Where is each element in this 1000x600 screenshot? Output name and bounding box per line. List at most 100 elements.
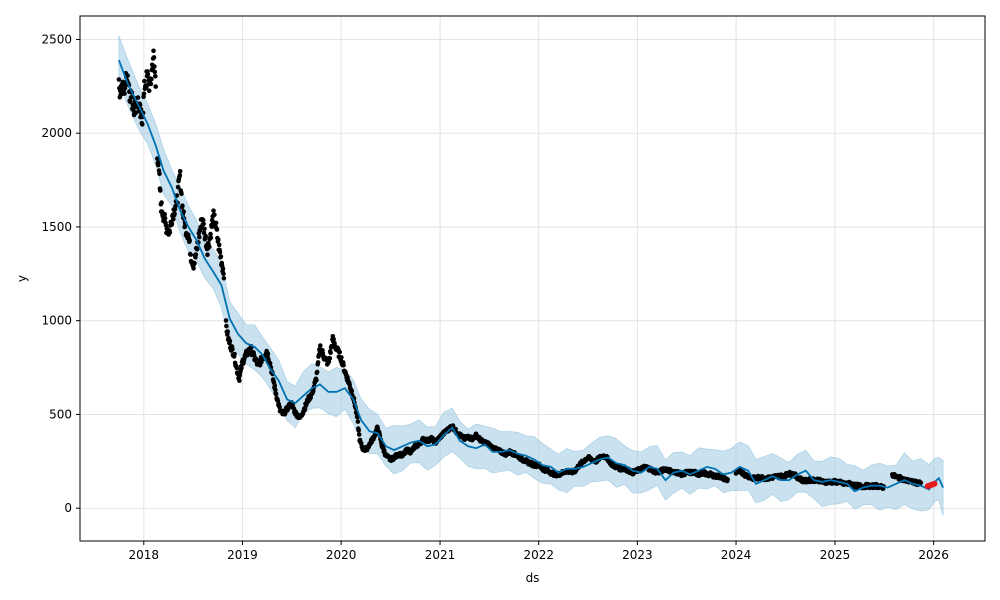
observed-point <box>181 209 186 214</box>
observed-point <box>239 365 244 371</box>
y-tick-label: 0 <box>64 501 72 515</box>
observed-point <box>314 378 319 383</box>
observed-point <box>232 351 237 357</box>
observed-point <box>122 91 127 96</box>
observed-point <box>265 351 271 357</box>
observed-point <box>212 212 217 218</box>
observed-point <box>129 95 134 100</box>
y-tick-label: 1000 <box>41 314 72 328</box>
observed-point <box>159 200 164 205</box>
y-tick-label: 2000 <box>41 126 72 140</box>
observed-point <box>152 64 157 69</box>
observed-point <box>191 266 196 271</box>
observed-point <box>230 346 235 352</box>
observed-point <box>135 95 141 100</box>
observed-point <box>142 78 147 84</box>
observed-point <box>145 72 151 77</box>
observed-point <box>327 356 333 361</box>
observed-point <box>169 221 175 226</box>
observed-point <box>218 254 224 259</box>
forecast-line <box>118 59 944 493</box>
observed-point <box>355 415 360 420</box>
observed-point <box>356 428 362 433</box>
observed-point <box>272 383 278 389</box>
observed-point <box>125 73 130 78</box>
x-axis-label: ds <box>526 571 540 585</box>
x-tick-label: 2018 <box>129 548 160 562</box>
observed-point <box>175 184 181 190</box>
observed-point <box>221 271 226 277</box>
observed-point <box>208 231 213 237</box>
y-axis-ticks: 0 500 1000 1500 2000 2500 <box>41 32 80 515</box>
observed-point <box>356 432 362 437</box>
highlighted-points <box>924 480 938 490</box>
observed-point <box>331 337 337 342</box>
observed-point <box>216 242 222 248</box>
observed-point <box>355 419 361 424</box>
y-tick-label: 500 <box>49 407 72 421</box>
observed-point <box>208 235 214 241</box>
observed-points <box>116 48 924 492</box>
observed-point <box>148 81 154 87</box>
observed-point <box>217 249 223 255</box>
observed-point <box>158 188 163 193</box>
observed-point <box>151 48 156 54</box>
observed-point <box>341 362 346 368</box>
observed-point <box>220 266 226 271</box>
y-tick-label: 1500 <box>41 220 72 234</box>
observed-point <box>140 122 145 127</box>
observed-point <box>211 208 216 213</box>
observed-point <box>234 365 240 371</box>
observed-point <box>187 238 192 243</box>
x-tick-label: 2022 <box>523 548 554 562</box>
observed-point <box>194 247 200 252</box>
observed-point <box>205 252 210 257</box>
x-axis-ticks: 2018 2019 2020 2021 2022 2023 2024 2025 2026 <box>129 541 949 562</box>
observed-point <box>224 323 229 329</box>
observed-point <box>193 252 199 257</box>
x-tick-label: 2023 <box>622 548 653 562</box>
observed-point <box>127 99 133 104</box>
y-axis-label: y <box>15 275 29 282</box>
observed-point <box>314 369 320 375</box>
uncertainty-band <box>118 35 944 516</box>
observed-point <box>318 343 323 348</box>
observed-point <box>171 217 176 222</box>
observed-point <box>180 203 185 208</box>
observed-point <box>188 252 193 257</box>
observed-point <box>339 355 344 360</box>
observed-point <box>216 237 221 242</box>
observed-point <box>122 85 128 91</box>
observed-point <box>221 276 227 281</box>
observed-point <box>202 226 207 232</box>
observed-point <box>179 191 184 197</box>
observed-point <box>172 211 177 216</box>
observed-point <box>153 74 158 79</box>
observed-point <box>725 477 730 482</box>
observed-point <box>337 349 343 355</box>
observed-point <box>197 234 202 240</box>
observed-point <box>192 260 197 266</box>
observed-point <box>162 215 168 221</box>
y-tick-label: 2500 <box>41 32 72 46</box>
plot-frame <box>79 15 986 542</box>
observed-point <box>201 221 206 227</box>
observed-point <box>177 173 183 178</box>
observed-point <box>203 233 208 239</box>
observed-point <box>225 329 230 334</box>
observed-point <box>152 69 158 75</box>
observed-point <box>167 230 173 235</box>
observed-point <box>206 244 212 250</box>
observed-point <box>177 169 183 174</box>
observed-point <box>200 217 206 223</box>
observed-point <box>227 338 233 344</box>
observed-point <box>141 91 147 96</box>
x-tick-label: 2025 <box>820 548 851 562</box>
observed-point <box>151 55 157 60</box>
highlighted-point <box>931 480 938 487</box>
observed-point <box>237 378 242 384</box>
x-tick-label: 2020 <box>326 548 357 562</box>
x-tick-label: 2026 <box>918 548 949 562</box>
observed-point <box>918 480 924 486</box>
